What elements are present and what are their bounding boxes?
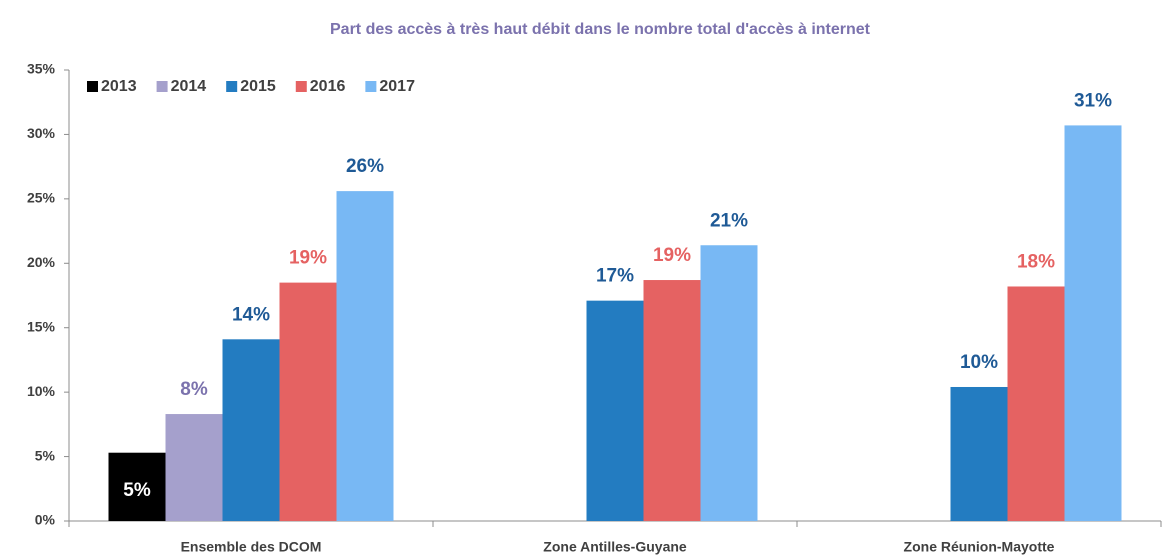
data-label: 26% — [346, 156, 384, 177]
data-label: 21% — [710, 210, 748, 231]
bar — [643, 280, 701, 521]
data-label: 8% — [180, 379, 208, 400]
data-label: 14% — [232, 304, 270, 325]
bar — [586, 300, 644, 521]
bar — [950, 386, 1008, 521]
y-tick-label: 5% — [35, 447, 56, 463]
y-tick-label: 25% — [27, 190, 56, 206]
y-tick-label: 20% — [27, 254, 56, 270]
legend-label: 2017 — [379, 78, 415, 95]
bar — [222, 339, 280, 521]
bar — [336, 191, 394, 521]
y-tick-label: 10% — [27, 383, 56, 399]
bar — [1007, 286, 1065, 521]
x-tick-label: Ensemble des DCOM — [181, 539, 322, 555]
bar — [700, 245, 758, 521]
bar — [108, 452, 166, 521]
data-label: 31% — [1074, 90, 1112, 111]
legend-label: 2014 — [171, 78, 207, 95]
data-label: 19% — [289, 248, 327, 269]
x-tick-label: Zone Réunion-Mayotte — [904, 539, 1055, 555]
bar — [165, 414, 223, 521]
chart-title: Part des accès à très haut débit dans le… — [330, 21, 871, 38]
legend-swatch — [87, 81, 98, 92]
legend-swatch — [365, 81, 377, 92]
legend-label: 2016 — [310, 78, 346, 95]
y-tick-label: 0% — [35, 512, 56, 528]
data-label: 19% — [653, 245, 691, 266]
legend-label: 2015 — [240, 78, 276, 95]
x-tick-label: Zone Antilles-Guyane — [543, 539, 687, 555]
data-label: 10% — [960, 352, 998, 373]
legend-label: 2013 — [101, 78, 137, 95]
bar — [279, 282, 337, 521]
legend-swatch — [295, 81, 307, 92]
data-label: 18% — [1017, 251, 1055, 272]
y-tick-label: 15% — [27, 318, 56, 334]
legend-swatch — [226, 81, 238, 92]
y-tick-label: 35% — [27, 61, 56, 77]
bar — [1064, 125, 1122, 521]
data-label: 5% — [123, 480, 151, 501]
legend-swatch — [156, 81, 168, 92]
data-label: 17% — [596, 266, 634, 287]
y-tick-label: 30% — [27, 125, 56, 141]
